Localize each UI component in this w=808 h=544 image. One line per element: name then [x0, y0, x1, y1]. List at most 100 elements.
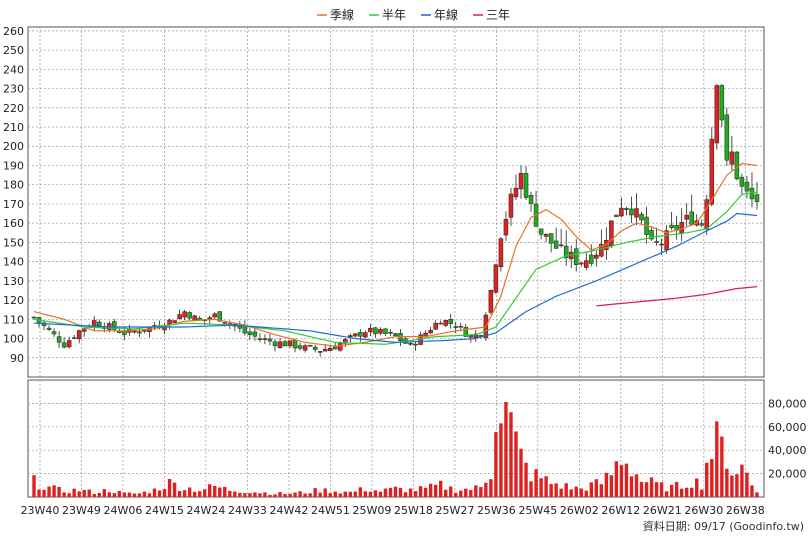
candle-body: [458, 325, 464, 328]
volume-bar: [263, 492, 267, 497]
candle-body: [558, 244, 564, 247]
volume-bar: [398, 487, 403, 497]
candle-body: [222, 322, 228, 324]
volume-bar: [107, 492, 112, 497]
candle-body: [252, 331, 258, 337]
candle-body: [217, 311, 223, 322]
volume-bar: [157, 490, 162, 497]
candle-body: [317, 351, 323, 353]
candle-body: [247, 331, 253, 335]
candle-body: [599, 243, 604, 257]
x-tick-label: 26W30: [684, 504, 723, 517]
volume-bar: [127, 492, 132, 497]
candle-body: [267, 338, 273, 342]
volume-bar: [654, 482, 659, 497]
volume-bar: [142, 491, 147, 497]
candle-body: [237, 325, 243, 329]
candle-body: [307, 344, 313, 347]
volume-bar: [559, 488, 563, 497]
price-tick-label: 190: [3, 159, 24, 172]
volume-bar: [715, 421, 719, 497]
candle-body: [172, 320, 177, 323]
volume-bar: [730, 475, 734, 497]
legend-label-1: 半年: [382, 8, 406, 22]
x-tick-label: 24W33: [228, 504, 267, 517]
volume-bar: [203, 489, 207, 497]
volume-bar: [479, 487, 483, 497]
volume-bar: [554, 483, 558, 497]
candle-body: [649, 229, 654, 240]
volume-bar: [122, 492, 127, 497]
candle-body: [177, 314, 182, 319]
candle-body: [408, 342, 413, 345]
x-tick-label: 24W42: [270, 504, 309, 517]
x-tick-label: 25W45: [518, 504, 557, 517]
candle-body: [634, 208, 639, 218]
price-tick-label: 240: [3, 63, 24, 76]
candle-body: [724, 114, 730, 161]
candle-body: [573, 248, 579, 266]
volume-bar: [619, 465, 624, 497]
candle-body: [443, 320, 448, 326]
volume-bar: [474, 485, 478, 497]
candle-body: [297, 345, 303, 349]
ma-line-ma_three: [596, 286, 758, 307]
volume-bar: [459, 490, 463, 497]
volume-bar: [293, 492, 297, 497]
legend-label-0: 季線: [330, 7, 354, 22]
volume-bar: [283, 493, 287, 497]
candle-body: [373, 327, 378, 335]
volume-bar: [464, 488, 468, 497]
volume-bar: [223, 486, 227, 497]
volume-bar: [589, 482, 593, 497]
candle-body: [438, 322, 443, 325]
candle-body: [639, 213, 644, 221]
volume-bar: [494, 432, 498, 497]
candle-body: [584, 260, 589, 268]
candle-body: [729, 151, 735, 165]
volume-bar: [117, 490, 122, 497]
candle-body: [528, 194, 534, 204]
price-tick-label: 140: [3, 256, 24, 269]
volume-bar: [639, 481, 644, 497]
candle-body: [71, 337, 77, 339]
candle-body: [383, 328, 388, 334]
price-tick-label: 90: [10, 352, 24, 365]
x-tick-label: 26W02: [560, 504, 599, 517]
candle-body: [338, 343, 343, 351]
volume-bar: [167, 478, 172, 497]
candle-body: [353, 333, 358, 337]
x-tick-label: 24W15: [145, 504, 184, 517]
candle-body: [292, 339, 298, 349]
volume-bar: [182, 490, 187, 497]
volume-bar: [509, 412, 513, 497]
volume-bar: [755, 492, 759, 497]
volume-bar: [152, 488, 157, 497]
candle-body: [81, 328, 87, 332]
volume-bar: [383, 488, 388, 497]
x-tick-label: 25W27: [435, 504, 474, 517]
volume-bar: [594, 479, 599, 497]
x-tick-label: 24W06: [104, 504, 143, 517]
x-tick-label: 25W18: [394, 504, 433, 517]
volume-bar: [177, 490, 182, 497]
candle-body: [523, 173, 529, 198]
volume-bar: [659, 482, 664, 497]
candle-body: [624, 208, 629, 210]
candle-body: [192, 315, 197, 321]
x-tick-label: 23W40: [21, 504, 60, 517]
volume-bar: [278, 492, 282, 497]
volume-bar: [197, 491, 202, 497]
volume-bar: [489, 479, 493, 497]
candle-body: [704, 199, 710, 230]
volume-bar: [569, 489, 573, 497]
legend-label-2: 年線: [434, 7, 458, 22]
candle-body: [343, 339, 348, 344]
candle-body: [31, 316, 37, 319]
volume-bar: [67, 493, 71, 497]
volume-bar: [504, 402, 508, 497]
volume-bar: [233, 491, 237, 497]
volume-bar: [413, 491, 418, 497]
candle-body: [51, 331, 57, 335]
